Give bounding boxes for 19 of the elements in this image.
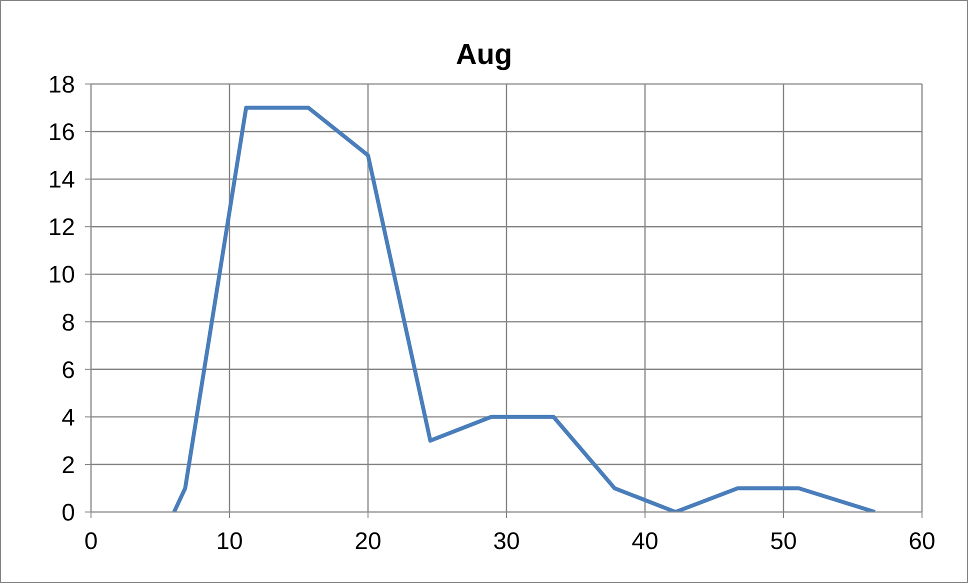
y-tick-label: 14 [48,166,75,194]
x-tick-label: 0 [84,528,98,556]
x-tick-label: 20 [354,528,382,556]
x-tick-label: 40 [632,528,658,556]
x-tick-label: 10 [216,528,243,556]
y-tick-label: 4 [62,404,75,432]
x-tick-label: 60 [908,528,936,556]
y-tick-label: 8 [62,309,75,336]
y-tick-label: 6 [62,356,75,384]
x-tick-label: 50 [770,528,797,556]
y-tick-label: 12 [48,214,75,242]
y-tick-label: 2 [62,452,75,479]
y-tick-label: 0 [62,500,75,527]
y-tick-label: 18 [48,72,75,99]
line-series [172,106,877,512]
y-tick-label: 10 [48,262,75,289]
chart-title: Aug [454,38,514,71]
y-tick-label: 16 [48,119,75,146]
x-tick-label: 30 [493,528,520,556]
